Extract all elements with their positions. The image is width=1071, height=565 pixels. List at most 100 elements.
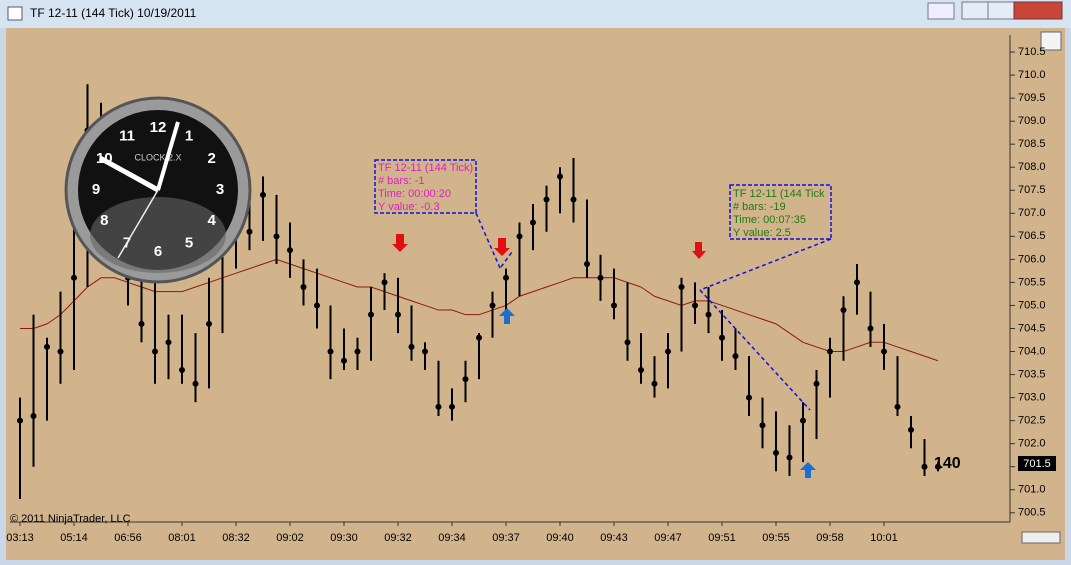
y-tick-label: 702.5: [1018, 415, 1046, 427]
bar-close: [17, 417, 23, 424]
bar-close: [746, 394, 752, 401]
scroll-buttons[interactable]: [1021, 531, 1061, 544]
clock-number: 3: [216, 181, 224, 198]
y-tick-label: 703.5: [1018, 368, 1046, 380]
bar-close: [206, 320, 212, 327]
bar-close: [462, 376, 469, 383]
x-tick-label: 06:56: [114, 532, 142, 544]
bar-close: [341, 357, 347, 364]
measure-box: [374, 159, 477, 214]
bar-close: [705, 311, 712, 318]
y-tick-label: 707.5: [1018, 184, 1046, 196]
bar-close: [422, 348, 428, 355]
bar-close: [530, 219, 536, 226]
clock-number: 6: [154, 243, 162, 260]
drawing-objects: [374, 159, 832, 478]
bar-close: [435, 403, 442, 410]
bar-close: [921, 463, 928, 470]
y-tick-label: 706.5: [1018, 230, 1046, 242]
bar-close: [597, 274, 604, 281]
bar-close: [678, 284, 685, 291]
clock-second-hand: [117, 189, 159, 259]
bar-close: [854, 279, 860, 286]
y-tick-label: 704.0: [1018, 345, 1046, 357]
buy-arrow: [499, 308, 515, 324]
bar-close: [611, 302, 617, 309]
bar-close: [759, 422, 766, 429]
minimize-button[interactable]: [961, 1, 989, 20]
bar-close: [651, 380, 658, 387]
clock-number: 11: [119, 127, 135, 144]
x-tick-label: 09:55: [762, 532, 790, 544]
bar-close: [584, 260, 590, 267]
close-button[interactable]: [1013, 1, 1063, 20]
maximize-button[interactable]: [987, 1, 1015, 20]
clock-number: 5: [185, 235, 193, 252]
bar-close: [327, 348, 334, 355]
last-price-label: 701.5: [1023, 458, 1051, 470]
bar-close: [449, 403, 455, 410]
y-tick-label: 704.5: [1018, 322, 1046, 334]
bar-close: [300, 284, 307, 291]
x-tick-label: 09:30: [330, 532, 358, 544]
bar-close: [665, 348, 671, 355]
clock-number: 9: [92, 181, 100, 198]
bar-close: [368, 311, 374, 318]
measure-text: # bars: -1: [378, 175, 424, 187]
bar-close: [732, 353, 739, 360]
copyright: © 2011 NinjaTrader, LLC: [10, 513, 131, 525]
bar-close: [557, 173, 563, 180]
measure-text: Y value: 2.5: [733, 227, 791, 239]
measure-line: [699, 238, 832, 411]
link-button[interactable]: [927, 2, 955, 20]
measure-text: Time: 00:07:35: [733, 214, 806, 226]
sell-arrow: [494, 238, 510, 256]
x-tick-label: 09:37: [492, 532, 520, 544]
bar-close: [935, 463, 941, 470]
bar-close: [786, 454, 793, 461]
y-tick-label: 701.0: [1018, 484, 1046, 496]
bar-close: [570, 196, 577, 203]
x-tick-label: 09:51: [708, 532, 736, 544]
clock-number: 2: [208, 150, 216, 167]
dropdown-button[interactable]: [1040, 31, 1062, 51]
measure-text: # bars: -19: [733, 201, 786, 213]
bar-close: [165, 339, 172, 346]
x-tick-label: 09:58: [816, 532, 844, 544]
y-tick-label: 705.0: [1018, 299, 1046, 311]
bar-close: [30, 413, 37, 420]
sell-arrow: [392, 234, 408, 252]
clock-shine: [90, 197, 226, 273]
buy-arrow: [800, 462, 816, 478]
window-icon: [7, 6, 23, 21]
bar-close: [395, 311, 401, 318]
bar-close: [719, 334, 725, 341]
y-tick-label: 707.0: [1018, 207, 1046, 219]
bar-close: [813, 380, 820, 387]
x-tick-label: 09:40: [546, 532, 574, 544]
bar-close: [44, 343, 50, 350]
y-tick-label: 709.5: [1018, 92, 1046, 104]
measure-box: [729, 184, 832, 240]
moving-average: [20, 258, 939, 362]
y-tick-label: 708.5: [1018, 138, 1046, 150]
x-tick-label: 09:47: [654, 532, 682, 544]
bar-close: [773, 449, 779, 456]
bar-close: [894, 403, 901, 410]
bar-close: [57, 348, 64, 355]
y-tick-label: 700.5: [1018, 507, 1046, 519]
y-tick-label: 708.0: [1018, 161, 1046, 173]
bar-close: [314, 302, 320, 309]
clock-hour-hand: [98, 155, 160, 193]
y-tick-label: 706.0: [1018, 253, 1046, 265]
measure-text: Y value: -0.3: [378, 201, 440, 213]
measure-text: Time: 00:00:20: [378, 188, 451, 200]
bar-close: [138, 320, 145, 327]
x-tick-label: 09:02: [276, 532, 304, 544]
bar-close: [273, 233, 280, 240]
clock-label: CLOCK 2.X: [134, 152, 181, 162]
bar-close: [881, 348, 887, 355]
clock-number: 1: [185, 127, 193, 144]
bar-close: [692, 302, 698, 309]
